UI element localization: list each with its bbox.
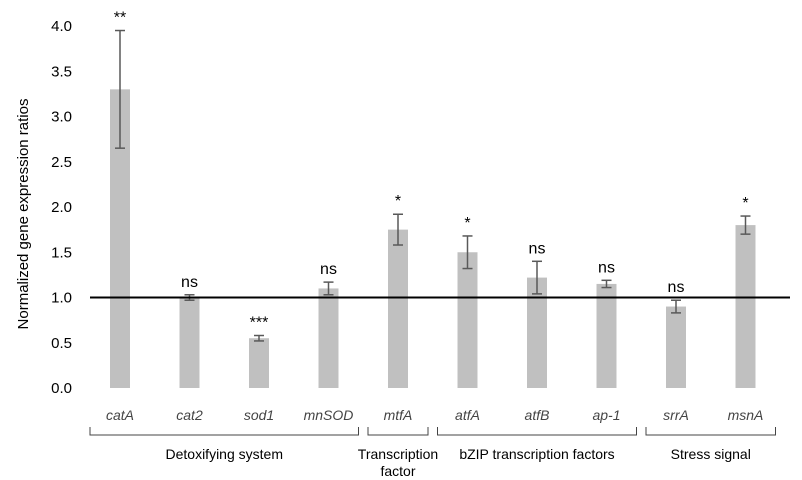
bar-cat2 [179,297,200,388]
y-axis-ticks: 4.0 3.5 3.0 2.5 2.0 1.5 1.0 0.5 0.0 [51,18,72,397]
significance-label: ns [181,274,198,291]
category-label: mnSOD [304,407,354,423]
y-axis-label: Normalized gene expression ratios [15,99,32,330]
category-label: atfA [455,407,480,423]
bars [110,89,756,388]
category-label: ap-1 [592,407,620,423]
group-bracket [645,427,776,436]
group-bracket [437,427,637,436]
category-label: srrA [663,407,689,423]
significance-label: ns [529,240,546,257]
category-labels: catA cat2 sod1 mnSOD mtfA atfA atfB ap-1 srrA msn… [106,407,763,423]
y-tick-label: 2.0 [51,199,72,216]
y-tick-label: 0.5 [51,335,72,352]
significance-label: * [395,193,401,210]
category-label: msnA [728,407,764,423]
group-bracket [89,427,359,436]
y-tick-label: 1.0 [51,290,72,307]
group-label: Detoxifying system [166,446,283,462]
group-label: factor [380,463,415,479]
significance-label: * [742,195,748,212]
group-label: Stress signal [671,446,751,462]
significance-label: *** [250,315,269,332]
bar-mtfA [388,229,408,388]
bar-atfA [457,252,478,388]
y-tick-label: 2.5 [51,154,72,171]
category-label: mtfA [384,407,413,423]
y-tick-label: 1.5 [51,244,72,261]
significance-label: ns [668,279,685,296]
y-tick-label: 3.0 [51,109,72,126]
bar-atfB [527,277,547,388]
error-bars [115,29,751,342]
group-label: Transcription [358,446,438,462]
group-label: bZIP transcription factors [459,446,614,462]
bar-catA [110,89,130,388]
significance-label: ** [114,10,126,27]
category-label: catA [106,407,134,423]
bar-ap-1 [596,283,617,388]
y-tick-label: 4.0 [51,18,72,35]
y-tick-label: 3.5 [51,63,72,80]
category-label: atfB [525,407,550,423]
significance-label: * [464,215,470,232]
category-label: cat2 [176,407,203,423]
category-label: sod1 [244,407,274,423]
bar-sod1 [249,338,269,388]
bar-mnSOD [318,288,339,388]
bar-msnA [735,225,756,388]
y-tick-label: 0.0 [51,380,72,397]
group-bracket [367,427,429,436]
significance-label: ns [598,259,615,276]
significance-label: ns [320,261,337,278]
bar-srrA [666,306,686,388]
